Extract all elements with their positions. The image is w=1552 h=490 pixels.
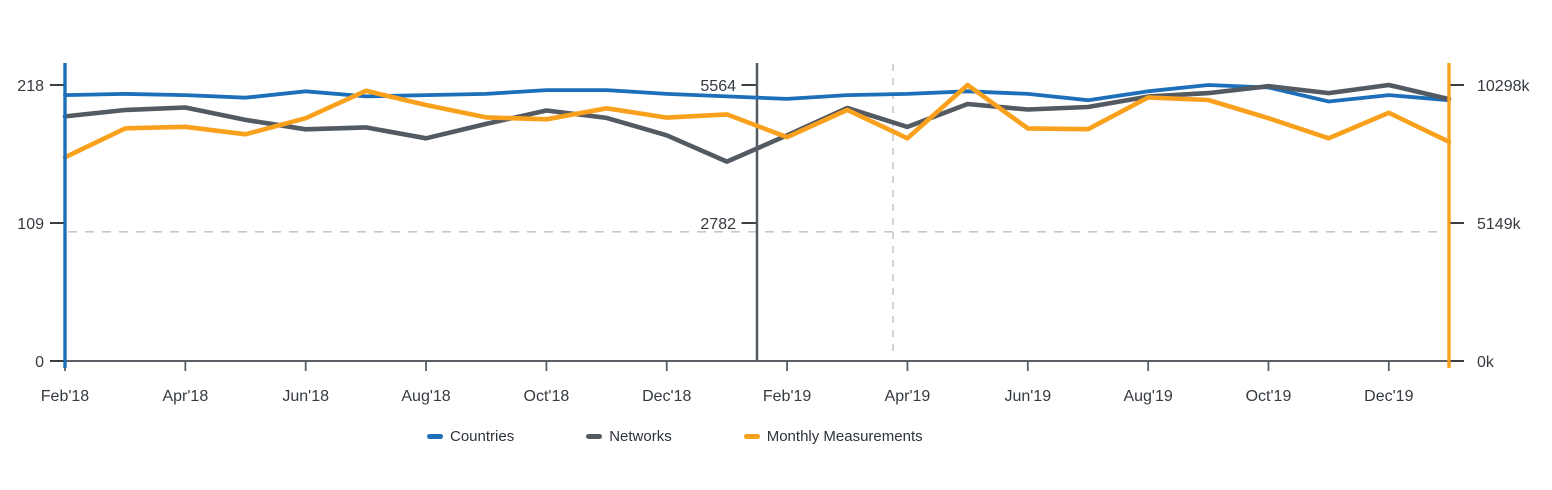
x-tick-label: Aug'18	[401, 388, 450, 405]
monthly-measurements-line[interactable]	[62, 82, 1452, 160]
countries-line[interactable]	[63, 83, 1451, 104]
networks-line[interactable]	[62, 82, 1452, 164]
monthly-measurements-line-swatch-icon	[743, 434, 760, 439]
networks-axis-tick-label: 5564	[700, 78, 736, 95]
x-tick-label: Oct'19	[1246, 388, 1292, 405]
legend-label: Networks	[609, 428, 672, 445]
x-tick-label: Jun'19	[1004, 388, 1051, 405]
x-tick-label: Oct'18	[524, 388, 570, 405]
x-tick-label: Feb'19	[763, 388, 812, 405]
chart-legend: Countries Networks Monthly Measurements	[427, 428, 923, 445]
networks-line-swatch-icon	[586, 434, 603, 439]
countries-line-swatch-icon	[427, 434, 443, 439]
left-axis-tick-label: 0	[35, 354, 44, 371]
networks-axis-tick-label: 2782	[700, 216, 736, 233]
right-axis-tick-label: 0k	[1477, 354, 1495, 371]
right-axis-tick-label: 10298k	[1477, 78, 1530, 95]
legend-item-monthly-measurements[interactable]: Monthly Measurements	[743, 428, 923, 445]
x-tick-label: Jun'18	[282, 388, 329, 405]
x-tick-label: Dec'19	[1364, 388, 1413, 405]
left-axis-tick-label: 109	[17, 216, 44, 233]
legend-item-networks[interactable]: Networks	[586, 428, 672, 445]
x-tick-label: Feb'18	[41, 388, 90, 405]
x-tick-label: Apr'18	[162, 388, 208, 405]
right-axis-tick-label: 5149k	[1477, 216, 1522, 233]
x-tick-label: Dec'18	[642, 388, 691, 405]
legend-label: Countries	[450, 428, 515, 445]
x-tick-label: Apr'19	[885, 388, 931, 405]
left-axis-tick-label: 218	[17, 78, 44, 95]
legend-item-countries[interactable]: Countries	[427, 428, 514, 445]
x-tick-label: Aug'19	[1123, 388, 1172, 405]
legend-label: Monthly Measurements	[766, 428, 923, 445]
